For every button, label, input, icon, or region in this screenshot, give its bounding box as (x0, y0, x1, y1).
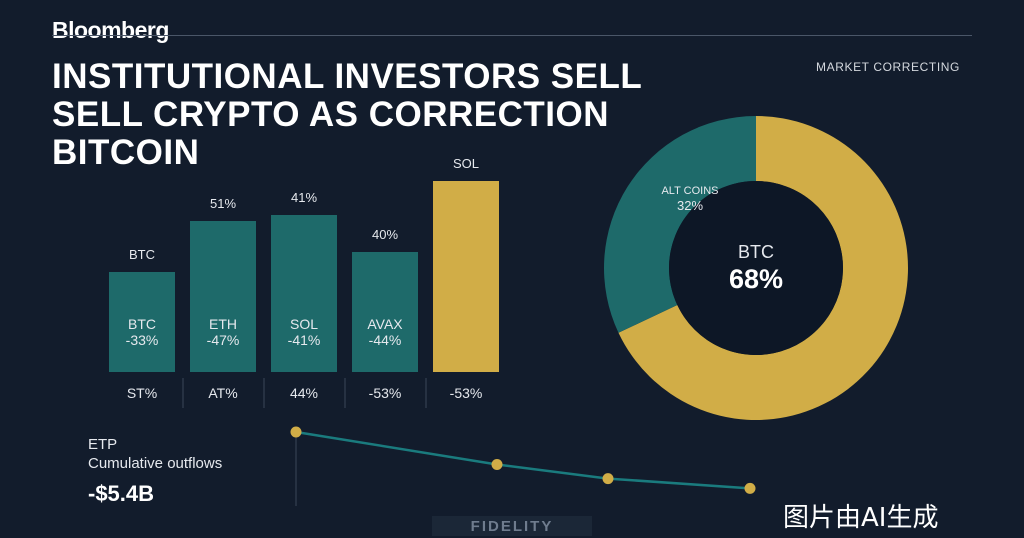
market-tag: MARKET CORRECTING (816, 60, 960, 74)
bar-change-label: -41% (288, 332, 321, 348)
bar-bottom-label: -53% (450, 385, 483, 401)
ai-generated-watermark: 图片由AI生成 (783, 503, 939, 533)
line-series (295, 430, 751, 490)
bar-top-label: SOL (453, 156, 479, 171)
line-point (491, 459, 503, 470)
bar-top-label: 51% (210, 196, 236, 211)
bar-change-label: -33% (126, 332, 159, 348)
bar-sol (433, 181, 499, 372)
bar-eth (190, 221, 256, 372)
line-point (290, 426, 302, 438)
bar-chart: BTCBTC-33%ST%51%ETH-47%AT%41%SOL-41%44%4… (109, 156, 499, 408)
bar-category-label: SOL (290, 316, 318, 332)
headline-line-3: BITCOIN (52, 133, 200, 172)
etp-value: -$5.4B (88, 481, 155, 506)
bar-bottom-label: ST% (127, 385, 157, 401)
headline-line-1: INSTITUTIONAL INVESTORS SELL (52, 57, 643, 96)
line-point (602, 473, 614, 485)
source-label: FIDELITY (432, 516, 592, 536)
bar-category-label: BTC (128, 316, 156, 332)
donut-center-value: 68% (729, 264, 783, 294)
donut-slice-value: 32% (677, 198, 703, 213)
bar-category-label: AVAX (367, 316, 403, 332)
etp-subtitle: Cumulative outflows (88, 455, 223, 472)
bar-sol (271, 215, 337, 372)
headline: INSTITUTIONAL INVESTORS SELL SELL CRYPTO… (52, 58, 772, 172)
etp-summary: ETP Cumulative outflows -$5.4B (88, 436, 222, 507)
brand-logo: Bloomberg (52, 17, 169, 43)
bar-top-label: 41% (291, 190, 317, 205)
bar-bottom-label: 44% (290, 385, 318, 401)
donut-slice-alt-coins (604, 116, 756, 333)
bar-bottom-label: -53% (369, 385, 402, 401)
bar-change-label: -44% (369, 332, 402, 348)
donut-hole (669, 181, 843, 355)
bar-avax (352, 252, 418, 372)
donut-slice-label: ALT COINS (661, 185, 718, 197)
bar-change-label: -47% (207, 332, 240, 348)
bar-top-label: 40% (372, 227, 398, 242)
donut-center-label: BTC (738, 242, 774, 262)
header-divider (52, 35, 972, 36)
bar-top-label: BTC (129, 247, 155, 262)
headline-line-2: SELL CRYPTO AS CORRECTION (52, 95, 609, 134)
line-chart (290, 426, 756, 506)
bar-bottom-label: AT% (208, 385, 237, 401)
etp-title: ETP (88, 436, 118, 453)
bar-btc (109, 272, 175, 372)
line-point (744, 482, 756, 494)
donut-slice-btc (618, 116, 908, 420)
bar-category-label: ETH (209, 316, 237, 332)
